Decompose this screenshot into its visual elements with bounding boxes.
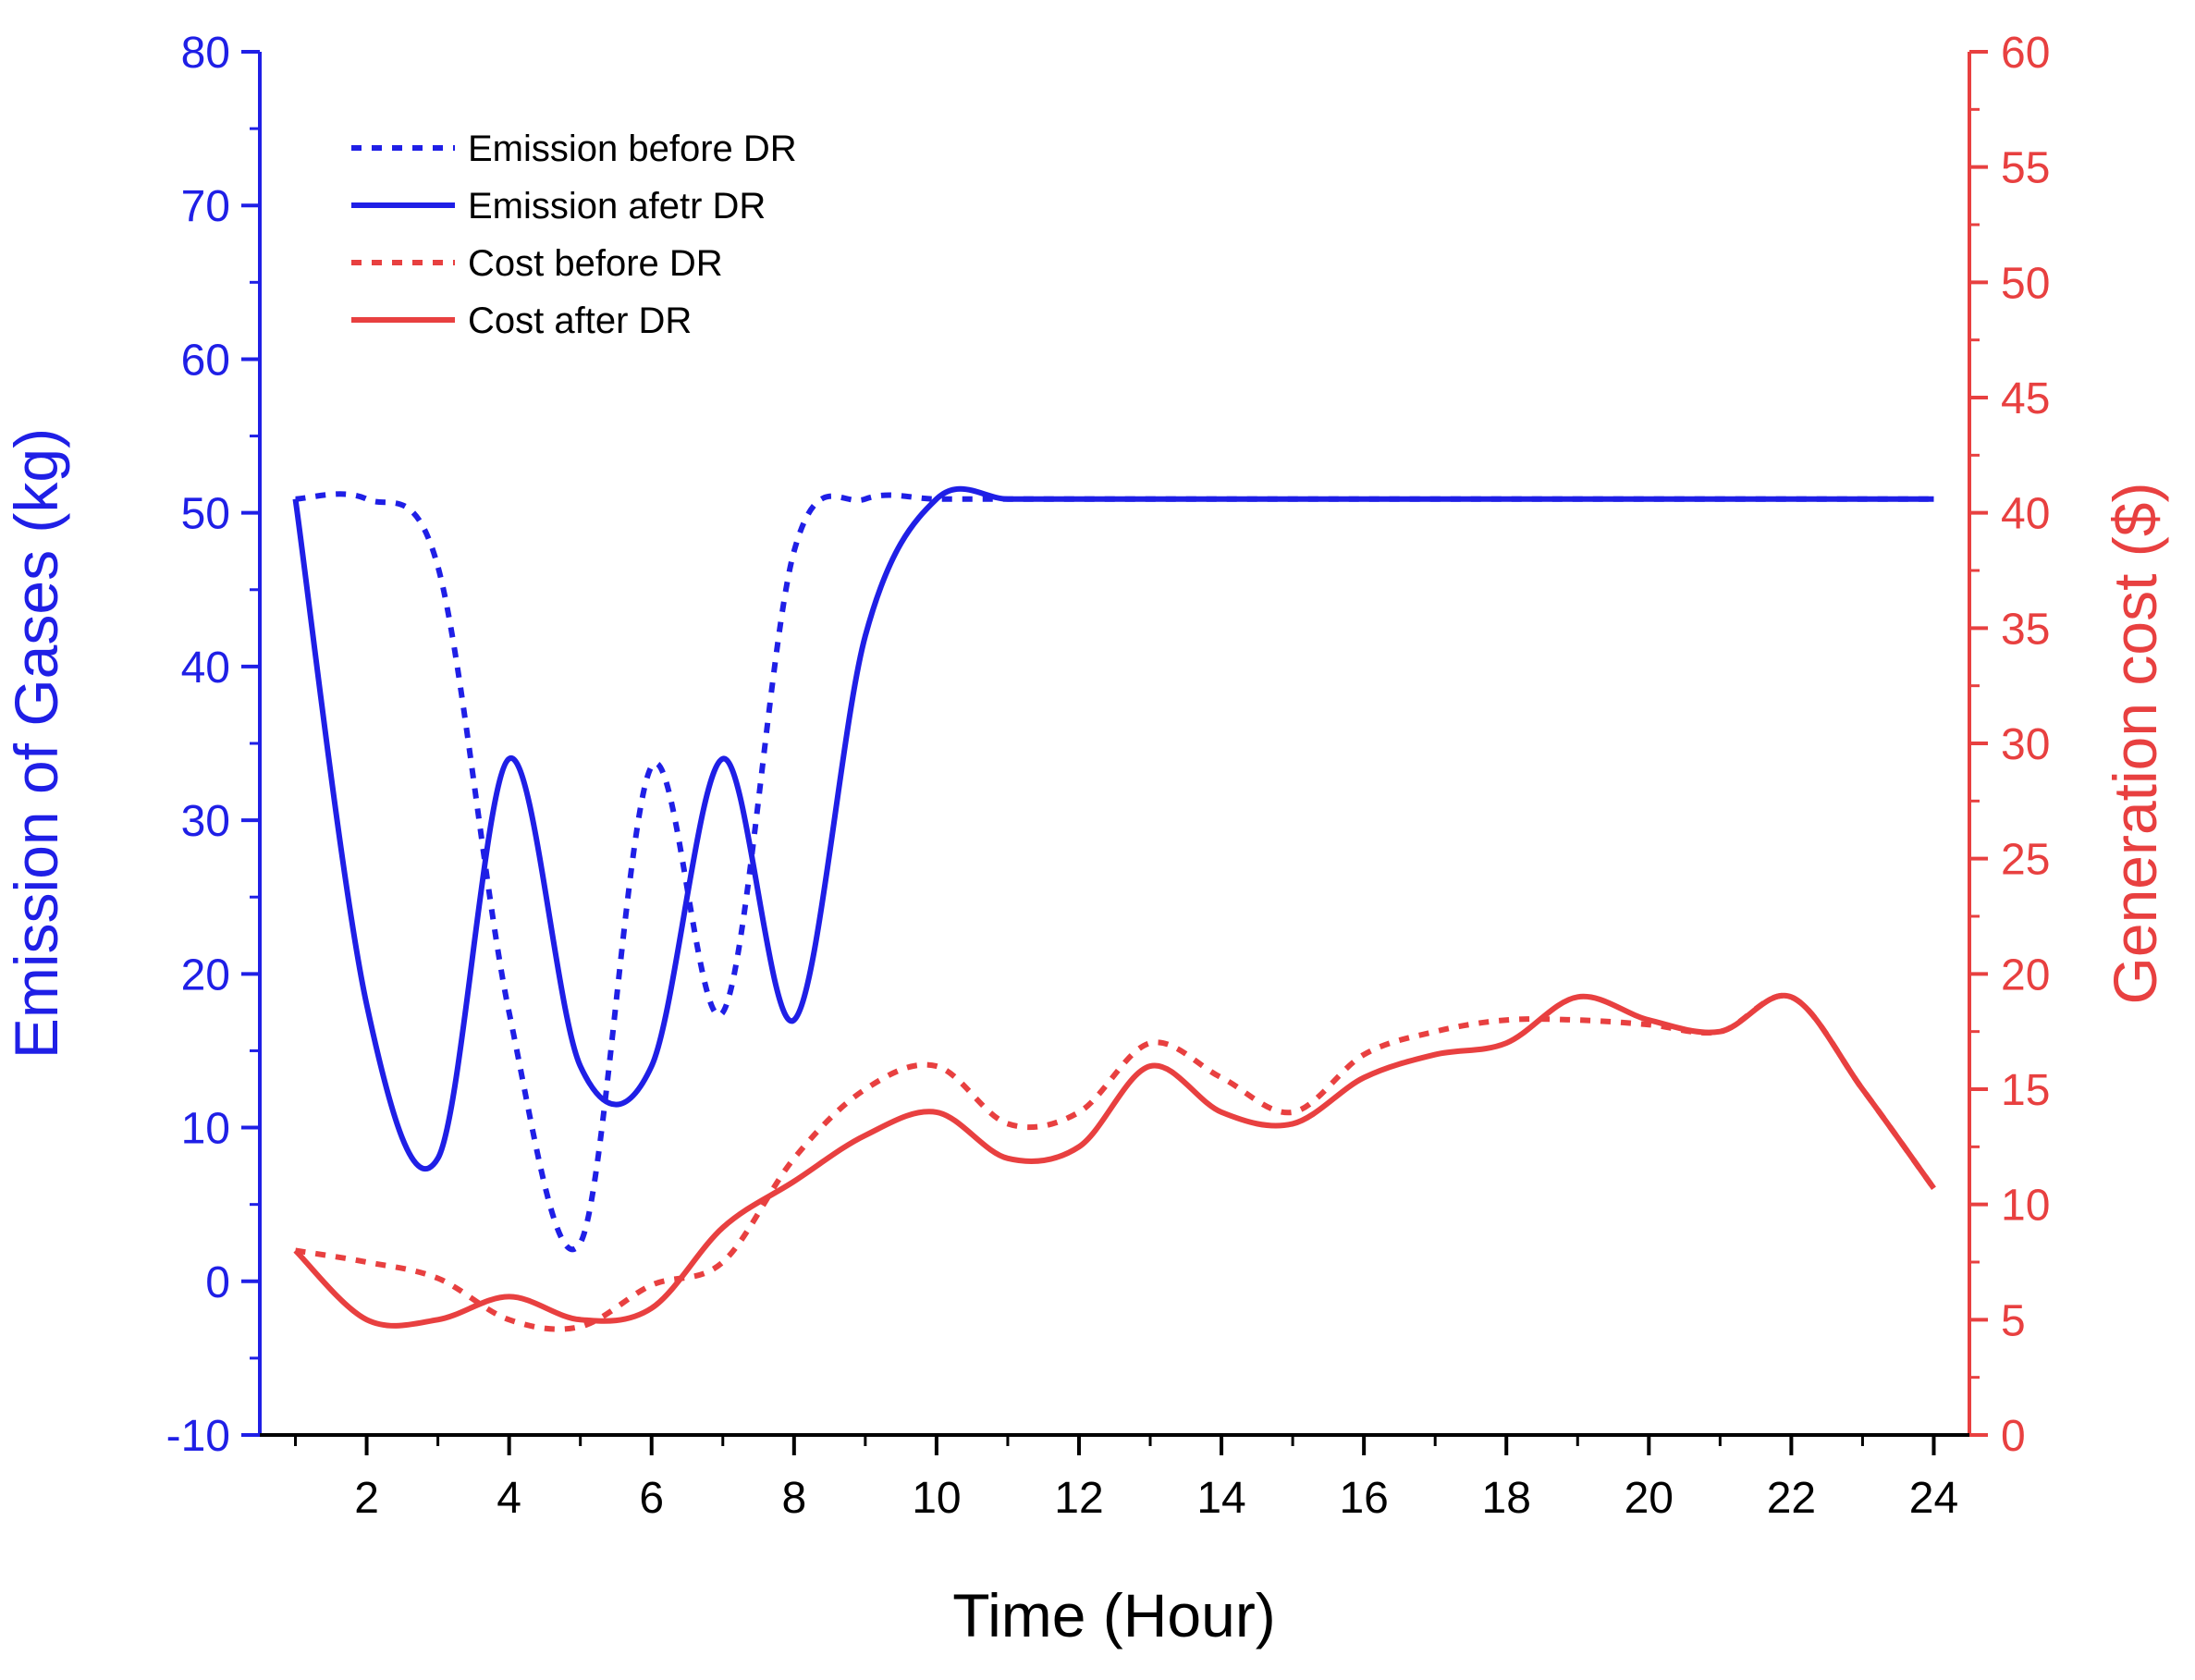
y-left-tick-label: 0 [205,1258,230,1307]
y-right-tick-label: 0 [2001,1412,2026,1461]
axes-layer: -10 0 10 20 30 40 50 60 70 80 0 5 10 15 20 25 30 35 40 45 50… [166,29,2051,1523]
y-left-tick-label: 80 [181,29,230,78]
x-tick-label: 2 [354,1474,379,1523]
y-right-tick-label: 10 [2001,1182,2050,1231]
series-layer [292,485,1936,1332]
x-tick-label: 24 [1909,1474,1958,1523]
y-right-tick-label: 45 [2001,374,2050,423]
y-right-tick-label: 15 [2001,1066,2050,1115]
y-axis-left-label: Emission of Gases (kg) [2,428,70,1059]
y-right-tick-label: 35 [2001,605,2050,654]
x-tick-label: 4 [497,1474,521,1523]
y-right-tick-label: 20 [2001,950,2050,999]
y-left-tick-label: 30 [181,797,230,846]
y-left-tick-label: 60 [181,336,230,385]
legend-label: Emission afetr DR [468,186,766,227]
x-tick-label: 22 [1767,1474,1816,1523]
series-line-emission-afetr-dr [292,485,1934,1172]
legend: Emission before DR Emission afetr DR Cost … [351,129,797,341]
y-left-tick-label: 50 [181,490,230,539]
y-axis-right-label: Generation cost ($) [2101,483,2169,1005]
y-right-tick-label: 60 [2001,29,2050,78]
x-tick-label: 20 [1625,1474,1674,1523]
y-left-tick-label: 20 [181,950,230,999]
y-left-tick-label: 70 [181,182,230,231]
y-left-tick-label: -10 [166,1412,230,1461]
y-right-tick-label: 5 [2001,1296,2026,1345]
y-right-tick-label: 25 [2001,836,2050,885]
legend-label: Cost before DR [468,243,723,284]
x-tick-label: 18 [1482,1474,1531,1523]
y-right-tick-label: 40 [2001,490,2050,539]
series-line-cost-after-dr [293,992,1936,1329]
x-tick-label: 14 [1196,1474,1245,1523]
y-right-tick-label: 30 [2001,720,2050,769]
legend-label: Emission before DR [468,129,797,169]
series-line-cost-before-dr [295,992,1936,1332]
y-left-tick-label: 40 [181,644,230,693]
legend-label: Cost after DR [468,300,692,341]
x-axis-label: Time (Hour) [952,1581,1276,1649]
x-tick-label: 10 [912,1474,961,1523]
x-tick-label: 6 [639,1474,664,1523]
x-tick-label: 12 [1054,1474,1103,1523]
y-right-tick-label: 55 [2001,144,2050,193]
y-right-tick-label: 50 [2001,259,2050,308]
x-tick-label: 8 [781,1474,806,1523]
x-tick-label: 16 [1339,1474,1388,1523]
y-left-tick-label: 10 [181,1105,230,1154]
